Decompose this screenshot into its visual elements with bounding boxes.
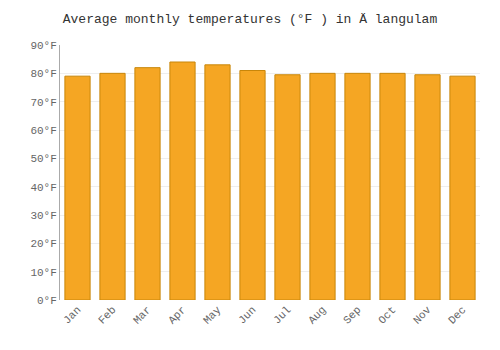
- svg-text:Dec: Dec: [446, 304, 468, 326]
- svg-text:Feb: Feb: [96, 304, 118, 326]
- svg-text:Apr: Apr: [166, 304, 188, 326]
- svg-text:Average monthly temperatures (: Average monthly temperatures (°F ) in Ä …: [63, 12, 438, 27]
- svg-text:Jan: Jan: [61, 304, 83, 326]
- svg-text:30°F: 30°F: [30, 210, 56, 222]
- svg-text:80°F: 80°F: [30, 68, 56, 80]
- svg-text:40°F: 40°F: [30, 182, 56, 194]
- svg-text:70°F: 70°F: [30, 97, 56, 109]
- svg-text:Oct: Oct: [376, 304, 398, 326]
- svg-text:Mar: Mar: [131, 304, 153, 326]
- svg-text:90°F: 90°F: [30, 40, 56, 52]
- svg-text:Sep: Sep: [341, 304, 363, 326]
- svg-text:50°F: 50°F: [30, 153, 56, 165]
- svg-text:Jun: Jun: [236, 304, 258, 326]
- svg-text:60°F: 60°F: [30, 125, 56, 137]
- svg-text:Jul: Jul: [271, 304, 293, 326]
- svg-text:Nov: Nov: [411, 304, 434, 327]
- svg-text:Aug: Aug: [306, 304, 328, 326]
- svg-text:May: May: [201, 304, 224, 327]
- svg-text:20°F: 20°F: [30, 238, 56, 250]
- svg-text:0°F: 0°F: [37, 295, 57, 307]
- svg-text:10°F: 10°F: [30, 267, 56, 279]
